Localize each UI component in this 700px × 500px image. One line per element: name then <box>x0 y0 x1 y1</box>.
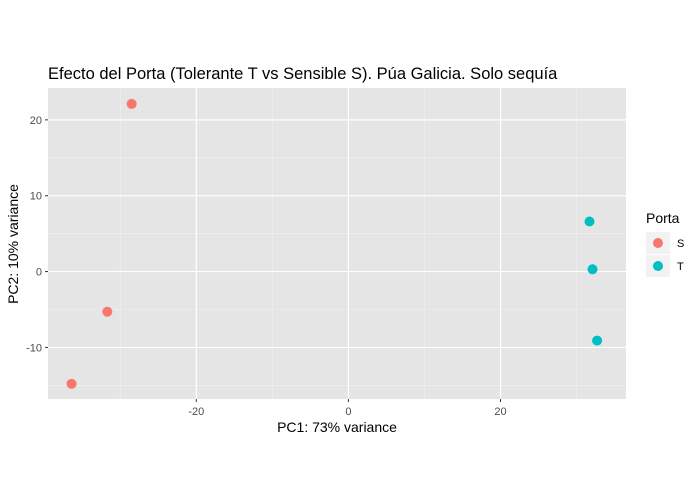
legend-marker-t <box>653 261 663 271</box>
plot-panel <box>48 88 626 399</box>
legend-marker-s <box>653 238 663 248</box>
legend: ST <box>646 232 684 277</box>
minor-grid <box>48 88 626 399</box>
y-tick-label: 10 <box>30 191 42 203</box>
data-point-s <box>126 98 137 109</box>
y-tick-label: -10 <box>26 342 42 354</box>
y-axis-title: PC2: 10% variance <box>5 184 21 304</box>
x-axis-title: PC1: 73% variance <box>277 419 397 435</box>
legend-label-t: T <box>677 261 684 273</box>
data-points <box>66 98 603 389</box>
y-axis-ticks: -10 0 10 20 <box>26 115 48 354</box>
x-tick-label: 20 <box>494 406 506 418</box>
major-grid <box>48 88 626 399</box>
legend-title: Porta <box>646 210 680 226</box>
data-point-s <box>66 378 77 389</box>
data-point-s <box>102 306 113 317</box>
chart-title: Efecto del Porta (Tolerante T vs Sensibl… <box>48 65 558 83</box>
data-point-t <box>587 264 598 275</box>
x-tick-label: 0 <box>345 406 351 418</box>
data-point-t <box>592 335 603 346</box>
legend-label-s: S <box>677 238 684 250</box>
y-tick-label: 20 <box>30 115 42 127</box>
y-tick-label: 0 <box>36 267 42 279</box>
x-tick-label: -20 <box>188 406 204 418</box>
data-point-t <box>584 216 595 227</box>
x-axis-ticks: -20 0 20 <box>188 399 507 418</box>
